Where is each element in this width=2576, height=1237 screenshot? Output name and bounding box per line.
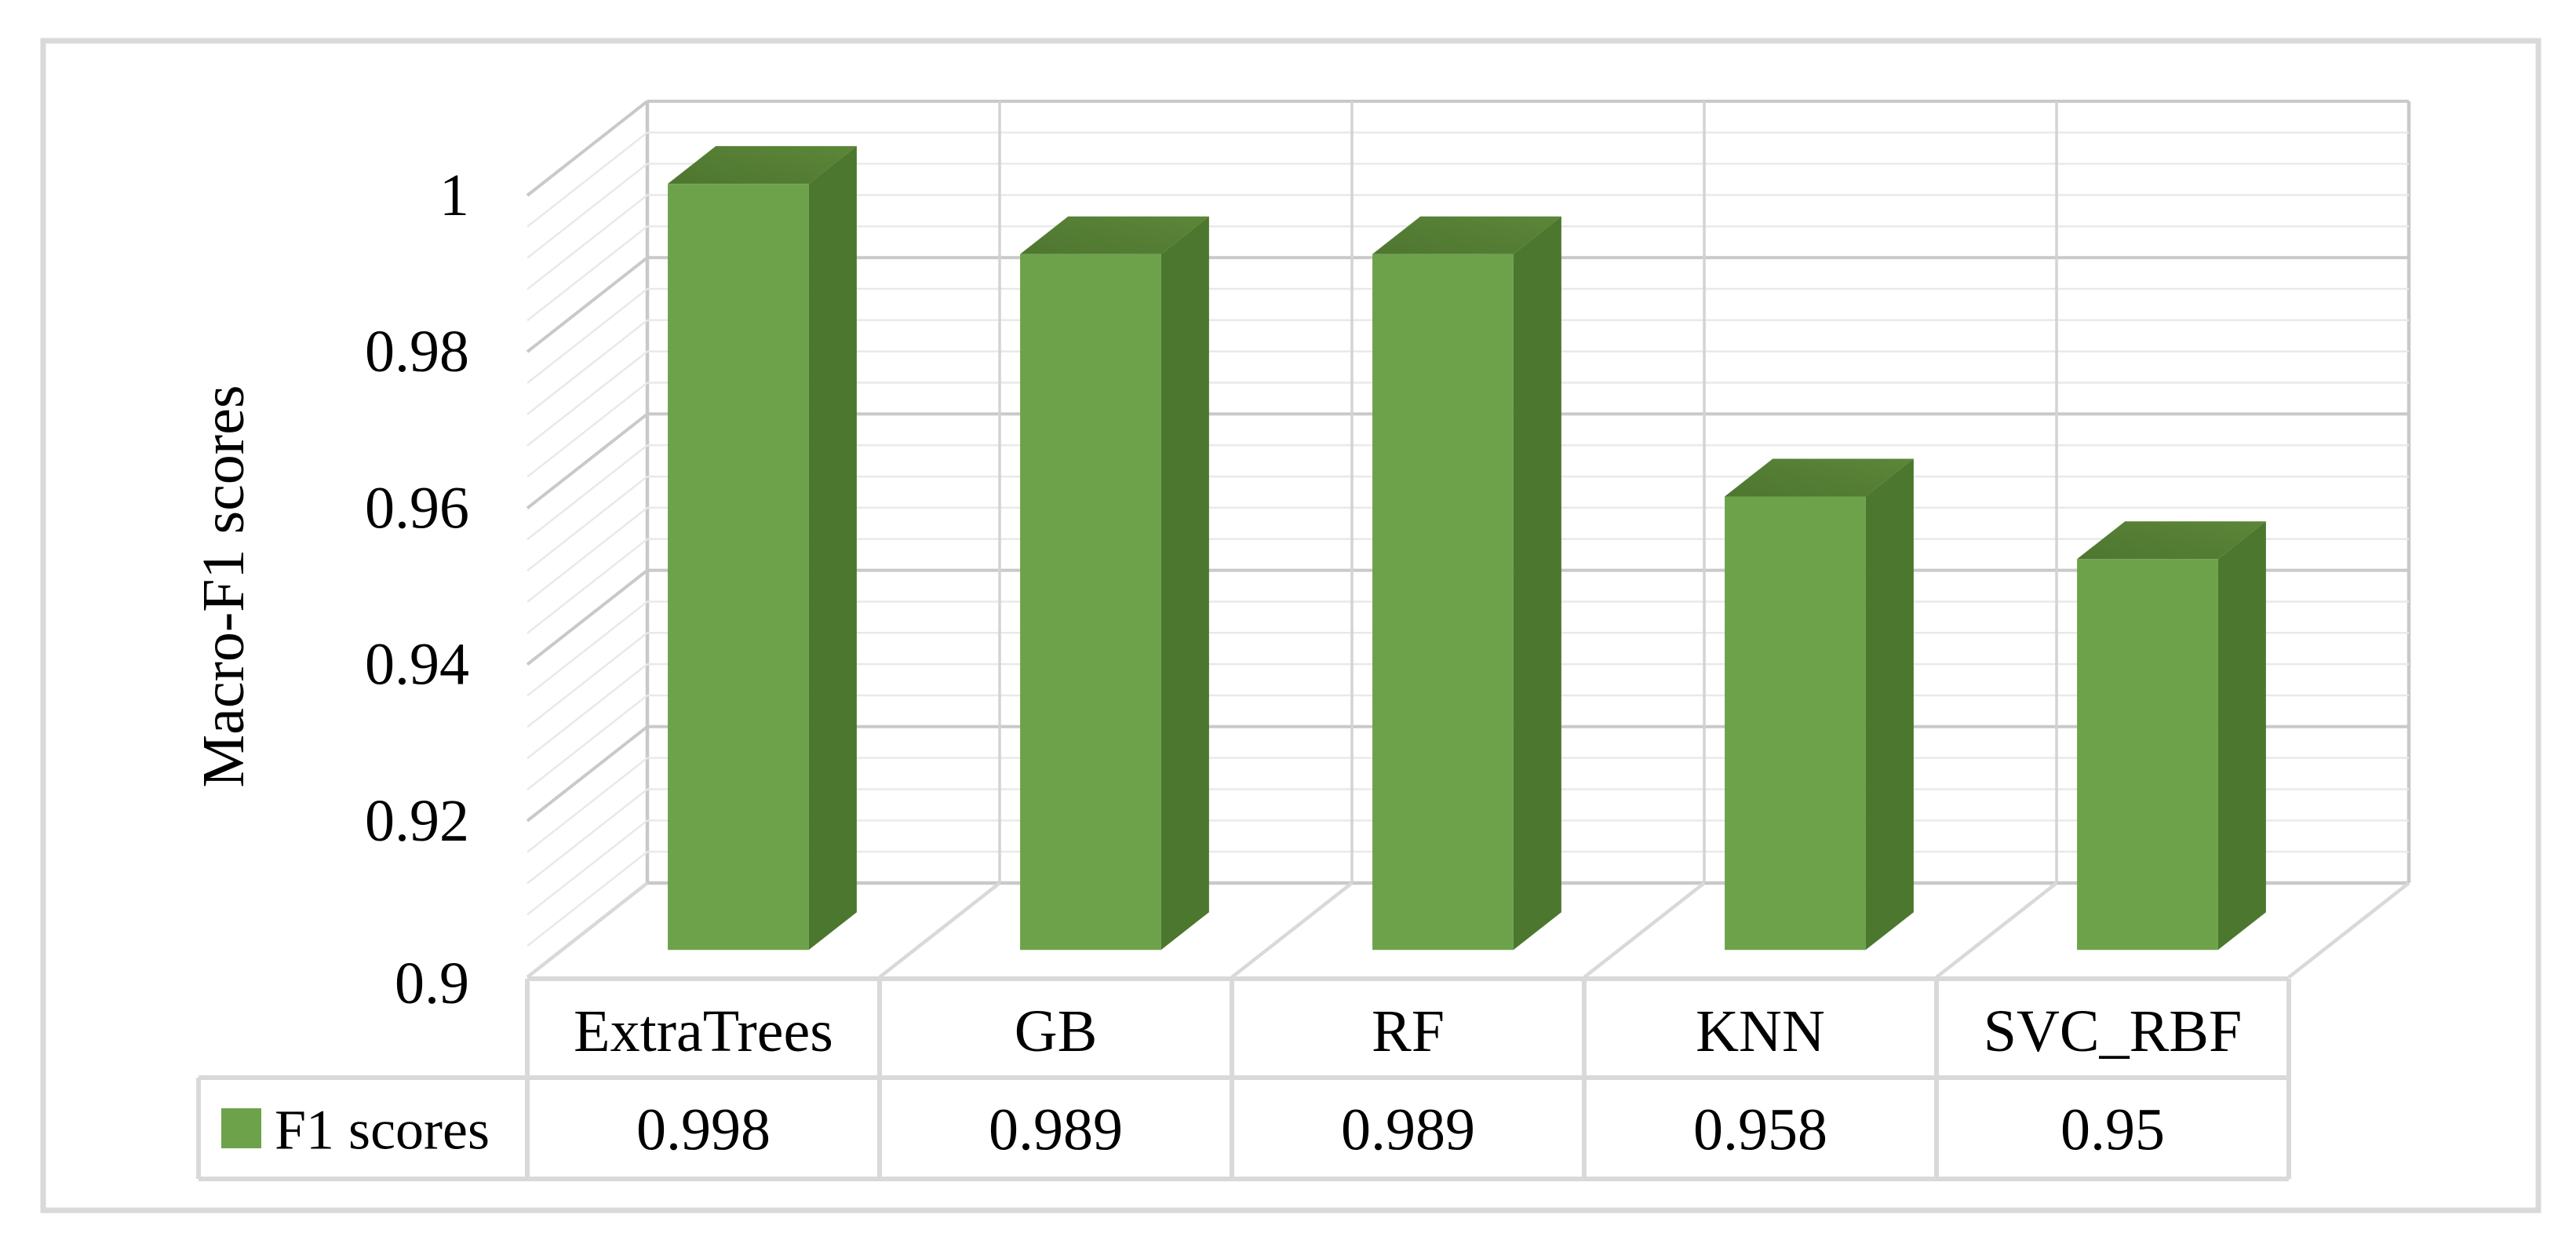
side-wall-minor-gridline — [526, 663, 648, 760]
bar-front-face — [1725, 496, 1866, 951]
floor-category-separator — [878, 881, 1001, 979]
floor-category-separator — [1230, 881, 1354, 979]
side-wall-minor-gridline — [526, 288, 648, 385]
table-value-cell: 0.989 — [989, 1097, 1123, 1163]
table-category-label: KNN — [1696, 998, 1825, 1064]
side-wall-major-gridline — [526, 725, 649, 823]
side-wall-minor-gridline — [526, 600, 648, 697]
side-wall-major-gridline — [526, 256, 649, 353]
bar-top-face — [1725, 458, 1914, 497]
chart-floor — [526, 881, 2410, 979]
side-wall-minor-gridline — [526, 632, 648, 728]
table-category-label: GB — [1015, 998, 1098, 1064]
table-category-label: SVC_RBF — [1984, 998, 2243, 1064]
bar-top-face — [2077, 521, 2266, 560]
side-wall-minor-gridline — [526, 131, 648, 228]
y-axis-title: Macro-F1 scores — [191, 385, 257, 788]
bar-GB — [1020, 216, 1209, 951]
bar-side-face — [808, 146, 857, 951]
side-wall-minor-gridline — [526, 319, 648, 415]
side-wall-major-gridline — [526, 412, 649, 509]
bar-ExtraTrees — [668, 146, 857, 951]
table-value-cell: 0.998 — [636, 1097, 771, 1163]
table-value-cell: 0.989 — [1341, 1097, 1475, 1163]
table-value-cell: 0.95 — [2060, 1097, 2165, 1163]
y-tick-label: 0.96 — [365, 475, 469, 541]
legend-swatch — [221, 1108, 261, 1148]
side-wall-major-gridline — [526, 569, 649, 666]
y-axis: 1 0.98 0.96 0.94 0.92 0.9 Macro-F1 scores — [191, 162, 469, 1016]
floor-category-separator — [1935, 881, 2058, 979]
side-wall-minor-gridline — [526, 788, 648, 885]
table-category-label: ExtraTrees — [574, 998, 833, 1064]
side-wall-minor-gridline — [526, 381, 648, 478]
side-wall-minor-gridline — [526, 194, 648, 290]
bars — [668, 146, 2266, 951]
side-wall-minor-gridline — [526, 819, 648, 916]
side-wall-minor-gridline — [526, 476, 648, 572]
bar-top-face — [1020, 216, 1209, 254]
side-wall-minor-gridline — [526, 757, 648, 853]
bar-top-face — [668, 146, 857, 184]
side-wall-gridlines — [526, 100, 649, 979]
floor-category-separator — [2287, 881, 2410, 979]
side-wall-minor-gridline — [526, 506, 648, 603]
bar-side-face — [1513, 216, 1561, 951]
bar-side-face — [1160, 216, 1209, 951]
y-tick-label: 0.98 — [365, 319, 469, 385]
bar-front-face — [1020, 254, 1161, 951]
y-tick-label: 0.92 — [365, 788, 469, 854]
bar-front-face — [668, 184, 809, 951]
table-value-cell: 0.958 — [1693, 1097, 1827, 1163]
side-wall-minor-gridline — [526, 851, 648, 947]
side-wall-major-gridline — [526, 100, 649, 197]
bar-KNN — [1725, 458, 1914, 951]
side-wall-minor-gridline — [526, 350, 648, 447]
bar-side-face — [2217, 521, 2266, 951]
bar-RF — [1372, 216, 1561, 951]
side-wall-minor-gridline — [526, 694, 648, 790]
data-table: ExtraTrees GB RF KNN SVC_RBF 0.998 0.989 0.989 0… — [196, 976, 2291, 1181]
floor-category-separator — [1583, 881, 1706, 979]
table-category-label: RF — [1372, 998, 1445, 1064]
bar-side-face — [1865, 458, 1914, 951]
y-tick-label: 0.9 — [395, 951, 469, 1016]
side-wall-minor-gridline — [526, 538, 648, 634]
floor-category-separator — [526, 881, 649, 979]
y-tick-label: 0.94 — [365, 632, 469, 698]
bar-front-face — [2077, 559, 2218, 951]
side-wall-minor-gridline — [526, 444, 648, 541]
figure-border — [40, 38, 2541, 1213]
y-tick-label: 1 — [439, 162, 469, 228]
bar-front-face — [1372, 254, 1514, 951]
side-wall-minor-gridline — [526, 225, 648, 322]
legend-label: F1 scores — [275, 1099, 490, 1162]
side-wall-minor-gridline — [526, 162, 648, 259]
bar-SVC_RBF — [2077, 521, 2266, 951]
bar-top-face — [1372, 216, 1561, 254]
